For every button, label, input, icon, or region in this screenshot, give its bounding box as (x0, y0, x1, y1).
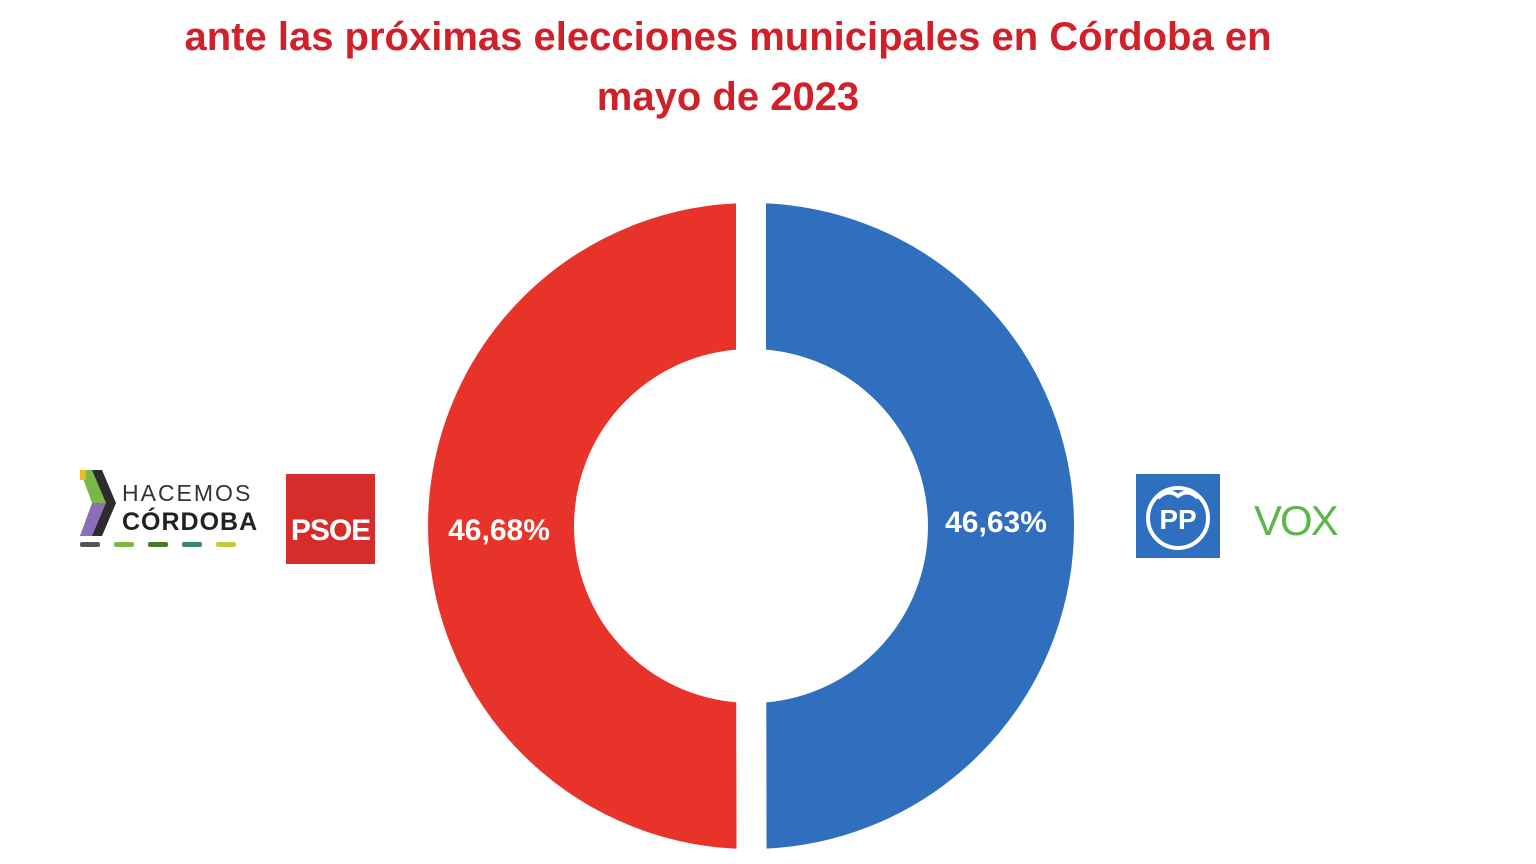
hacemos-partner-logos (80, 542, 236, 547)
data-label-left: 46,68% (448, 514, 550, 547)
donut-slice-right (736, 172, 1105, 864)
data-label-right: 46,63% (945, 506, 1047, 539)
partner-mark (80, 542, 100, 547)
pp-logo-text: PP (1159, 504, 1196, 535)
donut-hole (589, 364, 913, 688)
psoe-logo-text: PSOE (290, 514, 371, 547)
hacemos-cordoba-mark-icon (80, 470, 116, 536)
vox-logo: VOX (1254, 496, 1354, 546)
partner-mark (148, 542, 168, 547)
hacemos-cordoba-logo: HACEMOS CÓRDOBA (78, 470, 257, 560)
pp-seagull-icon: PP (1146, 486, 1210, 550)
pp-logo: PP (1136, 474, 1220, 558)
hacemos-logo-line2: CÓRDOBA (122, 508, 259, 536)
partner-mark (182, 542, 202, 547)
partner-mark (114, 542, 134, 547)
chart-title-line-2: mayo de 2023 (596, 75, 860, 119)
chart-title-line-1: ante las próximas elecciones municipales… (184, 15, 1272, 59)
vox-logo-text: VOX (1254, 497, 1339, 544)
partner-mark (216, 542, 236, 547)
hacemos-logo-line1: HACEMOS (122, 480, 253, 506)
psoe-logo: PSOE (286, 474, 375, 564)
